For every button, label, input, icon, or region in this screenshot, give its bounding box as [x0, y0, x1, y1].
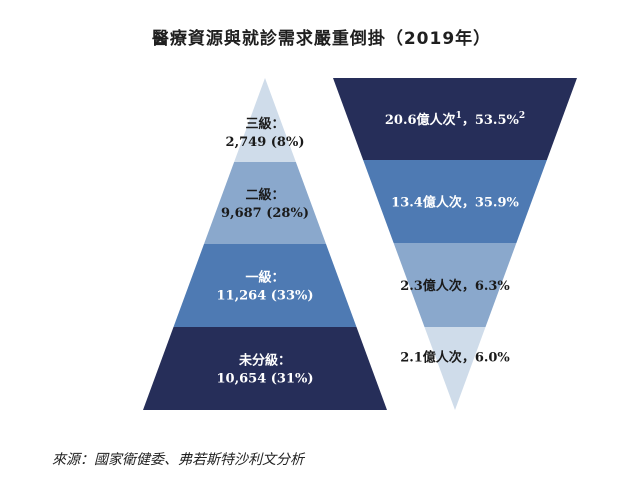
pyramid-category-label: 二級：: [245, 187, 284, 203]
pyramid-segment: [143, 327, 387, 410]
funnel-percent: ，6.0%: [462, 351, 511, 366]
funnel-visits: 2.3億人次: [400, 278, 462, 294]
pyramid-segment: [234, 78, 296, 162]
pyramid-category-label: 未分級：: [238, 353, 291, 369]
pyramid-segment: [204, 162, 326, 244]
funnel-segment: [363, 160, 547, 243]
pyramid-category-label: 三級：: [245, 116, 284, 132]
pyramid-segment: [173, 244, 357, 327]
left-pyramid: 三級： 2,749 (8%) 二級： 9,687 (28%) 一級： 11,264 (33…: [143, 78, 387, 410]
pyramid-value-label: 9,687 (28%): [221, 206, 309, 221]
funnel-segment: [424, 327, 486, 410]
funnel-visits: 20.6億人次: [385, 112, 456, 128]
funnel-segment: [333, 78, 577, 160]
funnel-percent: ，35.9%: [462, 196, 520, 211]
footnote-marker: 2: [519, 111, 525, 121]
funnel-visits: 2.1億人次: [400, 350, 462, 366]
funnel-percent: ，6.3%: [462, 279, 511, 294]
chart-title: 醫療資源與就診需求嚴重倒掛（2019年）: [151, 29, 492, 49]
funnel-percent: ，53.5%: [462, 113, 520, 128]
pyramid-value-label: 11,264 (33%): [216, 289, 313, 304]
funnel-value-label: 20.6億人次1，53.5%2: [385, 111, 525, 128]
right-funnel: 20.6億人次1，53.5%213.4億人次，35.9%2.3億人次，6.3%2…: [333, 78, 577, 410]
source-note: 來源：國家衛健委、弗若斯特沙利文分析: [52, 452, 304, 468]
funnel-visits: 13.4億人次: [391, 195, 462, 211]
footnote-marker: 1: [456, 111, 462, 121]
pyramid-category-label: 一級：: [245, 270, 284, 286]
funnel-segment: [393, 243, 517, 327]
pyramid-value-label: 2,749 (8%): [226, 135, 305, 150]
pyramid-value-label: 10,654 (31%): [216, 372, 313, 387]
funnel-value-label: 13.4億人次，35.9%: [391, 195, 519, 211]
funnel-value-label: 2.1億人次，6.0%: [400, 350, 510, 366]
funnel-value-label: 2.3億人次，6.3%: [400, 278, 510, 294]
